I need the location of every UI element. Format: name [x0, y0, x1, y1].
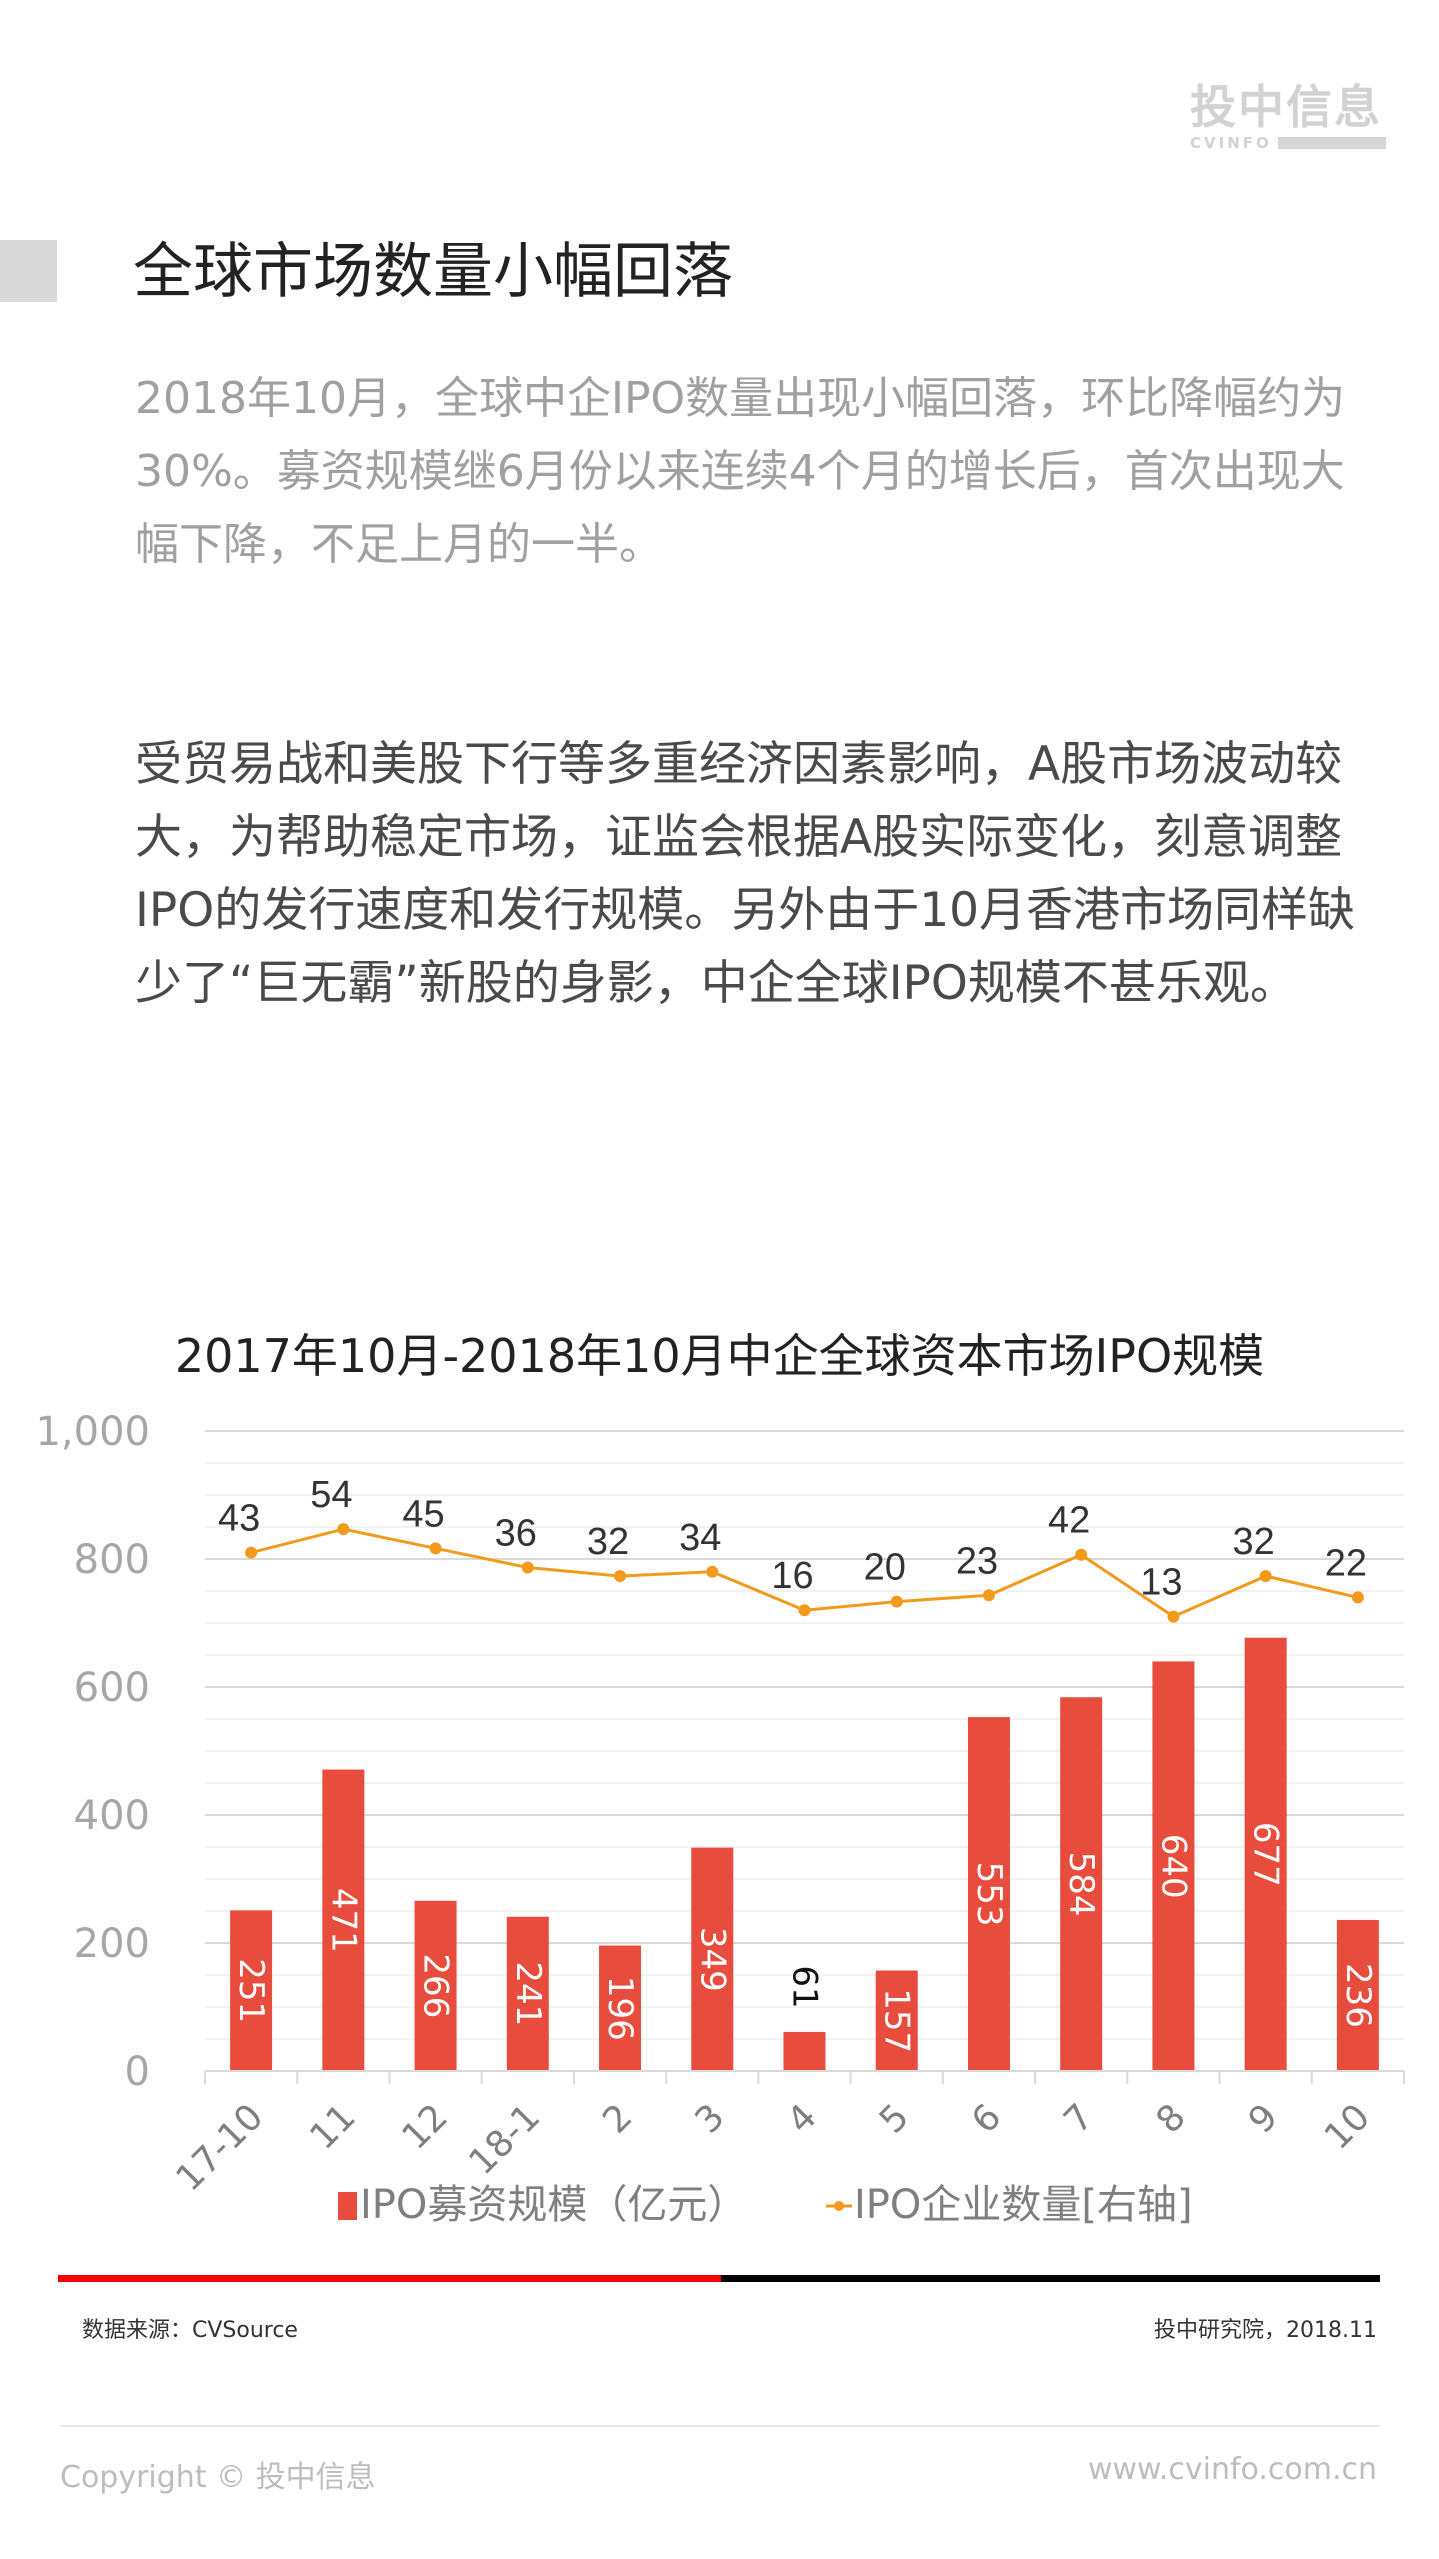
line-marker — [1075, 1548, 1088, 1561]
line-value-label: 45 — [402, 1493, 444, 1535]
x-tick-label: 12 — [395, 2096, 456, 2157]
bar-value-label: 266 — [416, 1953, 456, 2018]
y-tick-label: 400 — [74, 1793, 150, 1839]
bar-value-label: 471 — [323, 1888, 363, 1953]
bar-value-label: 553 — [969, 1862, 1009, 1927]
x-tick-label: 2 — [595, 2096, 640, 2141]
y-tick-label: 600 — [74, 1665, 150, 1711]
line-value-label: 20 — [864, 1547, 906, 1589]
bar — [1336, 1919, 1379, 2071]
line-value-label: 43 — [218, 1498, 260, 1540]
legend-bar-label: IPO募资规模（亿元） — [360, 2182, 747, 2228]
line-marker — [706, 1565, 719, 1578]
title-marker — [0, 240, 57, 302]
chart-legend: IPO募资规模（亿元） IPO企业数量[右轴] — [338, 2182, 1193, 2228]
page-title: 全球市场数量小幅回落 — [133, 237, 733, 307]
x-tick-label: 5 — [872, 2096, 917, 2141]
logo-bar — [1277, 137, 1386, 149]
bar-series: 251 471 266 241 196 349 61 157 553 584 640 677 236 — [230, 1637, 1379, 2071]
bar — [506, 1916, 549, 2071]
x-tick-label: 9 — [1241, 2096, 1286, 2141]
line-series: 43 54 45 36 32 34 16 20 23 42 13 32 22 — [218, 1474, 1367, 1623]
logo-en-text: CVINFO — [1190, 134, 1272, 152]
line-value-label: 54 — [310, 1474, 352, 1516]
line-value-label: 36 — [495, 1513, 537, 1555]
y-axis-left-ticks: 0 200 400 600 800 1,000 — [35, 1409, 150, 2095]
x-tick-label: 17-10 — [169, 2096, 272, 2199]
data-source: 数据来源：CVSource — [82, 2318, 298, 2343]
x-tick-label: 4 — [780, 2096, 825, 2141]
bar — [1244, 1637, 1287, 2071]
chart-title: 2017年10月-2018年10月中企全球资本市场IPO规模 — [174, 1329, 1265, 1383]
x-tick-label: 18-1 — [461, 2096, 548, 2183]
body-paragraph: 受贸易战和美股下行等多重经济因素影响，A股市场波动较大，为帮助稳定市场，证监会根… — [135, 737, 1356, 1011]
x-tick-label: 7 — [1056, 2096, 1101, 2141]
x-tick-label: 10 — [1317, 2096, 1378, 2157]
line-marker — [245, 1546, 258, 1559]
bar — [783, 2031, 826, 2071]
logo-cn-text: 投中信息 — [1190, 80, 1382, 134]
line-marker — [982, 1589, 995, 1602]
y-tick-label: 0 — [125, 2049, 150, 2095]
y-tick-label: 1,000 — [35, 1409, 150, 1455]
x-tick-label: 3 — [687, 2096, 732, 2141]
line-marker — [429, 1542, 442, 1555]
y-tick-label: 800 — [74, 1537, 150, 1583]
x-tick-label: 11 — [302, 2096, 363, 2157]
line-value-label: 34 — [679, 1517, 721, 1559]
bar-value-label: 349 — [692, 1927, 732, 1992]
bar-value-label: 157 — [877, 1988, 917, 2053]
line-value-label: 13 — [1140, 1562, 1182, 1604]
bar — [1152, 1661, 1195, 2071]
bar — [1060, 1697, 1103, 2071]
bar-value-label: 196 — [600, 1976, 640, 2041]
bar — [691, 1847, 734, 2071]
copyright: Copyright © 投中信息 — [60, 2460, 376, 2495]
line-value-label: 22 — [1325, 1542, 1367, 1584]
bar-value-label: 236 — [1338, 1963, 1378, 2028]
bar — [414, 1900, 457, 2071]
bar — [230, 1910, 273, 2071]
bar-value-label: 61 — [785, 1965, 825, 2008]
bar — [322, 1769, 365, 2071]
line-marker — [890, 1595, 903, 1608]
footer-divider — [60, 2425, 1380, 2427]
line-value-label: 16 — [771, 1555, 813, 1597]
x-tick-label: 6 — [964, 2096, 1009, 2141]
bar — [875, 1970, 918, 2071]
legend-bar-swatch — [338, 2192, 357, 2220]
line-value-label: 23 — [956, 1540, 998, 1582]
line-value-label: 32 — [1233, 1521, 1275, 1563]
bar — [599, 1945, 642, 2071]
x-tick-label: 8 — [1149, 2096, 1194, 2141]
line-marker — [798, 1604, 811, 1617]
cvinfo-logo: 投中信息 CVINFO — [1190, 82, 1386, 152]
line-marker — [1351, 1591, 1364, 1604]
line-value-label: 32 — [587, 1521, 629, 1563]
bar-value-label: 640 — [1153, 1834, 1193, 1899]
legend-line-marker — [834, 2201, 844, 2211]
bar-value-label: 241 — [508, 1961, 548, 2026]
x-axis: 17-10 11 12 18-1 2 3 4 5 6 7 8 9 10 — [169, 2070, 1405, 2199]
bar-value-label: 584 — [1061, 1852, 1101, 1917]
line-marker — [521, 1561, 534, 1574]
bar — [967, 1717, 1010, 2071]
line-value-label: 42 — [1048, 1500, 1090, 1542]
lead-paragraph: 2018年10月，全球中企IPO数量出现小幅回落，环比降幅约为30%。募资规模继… — [135, 373, 1346, 570]
bar-value-label: 251 — [231, 1958, 271, 2023]
gridlines — [205, 1430, 1404, 2072]
report-credit: 投中研究院，2018.11 — [1154, 2318, 1377, 2343]
line-marker — [614, 1570, 627, 1583]
divider-red — [58, 2275, 721, 2282]
line-marker — [337, 1523, 350, 1536]
line-marker — [1259, 1570, 1272, 1583]
divider-black — [721, 2275, 1380, 2282]
legend-line-label: IPO企业数量[右轴] — [854, 2182, 1193, 2228]
y-tick-label: 200 — [74, 1921, 150, 1967]
line-marker — [1167, 1610, 1180, 1623]
website-link[interactable]: www.cvinfo.com.cn — [1087, 2452, 1377, 2487]
bar-value-label: 677 — [1246, 1822, 1286, 1887]
